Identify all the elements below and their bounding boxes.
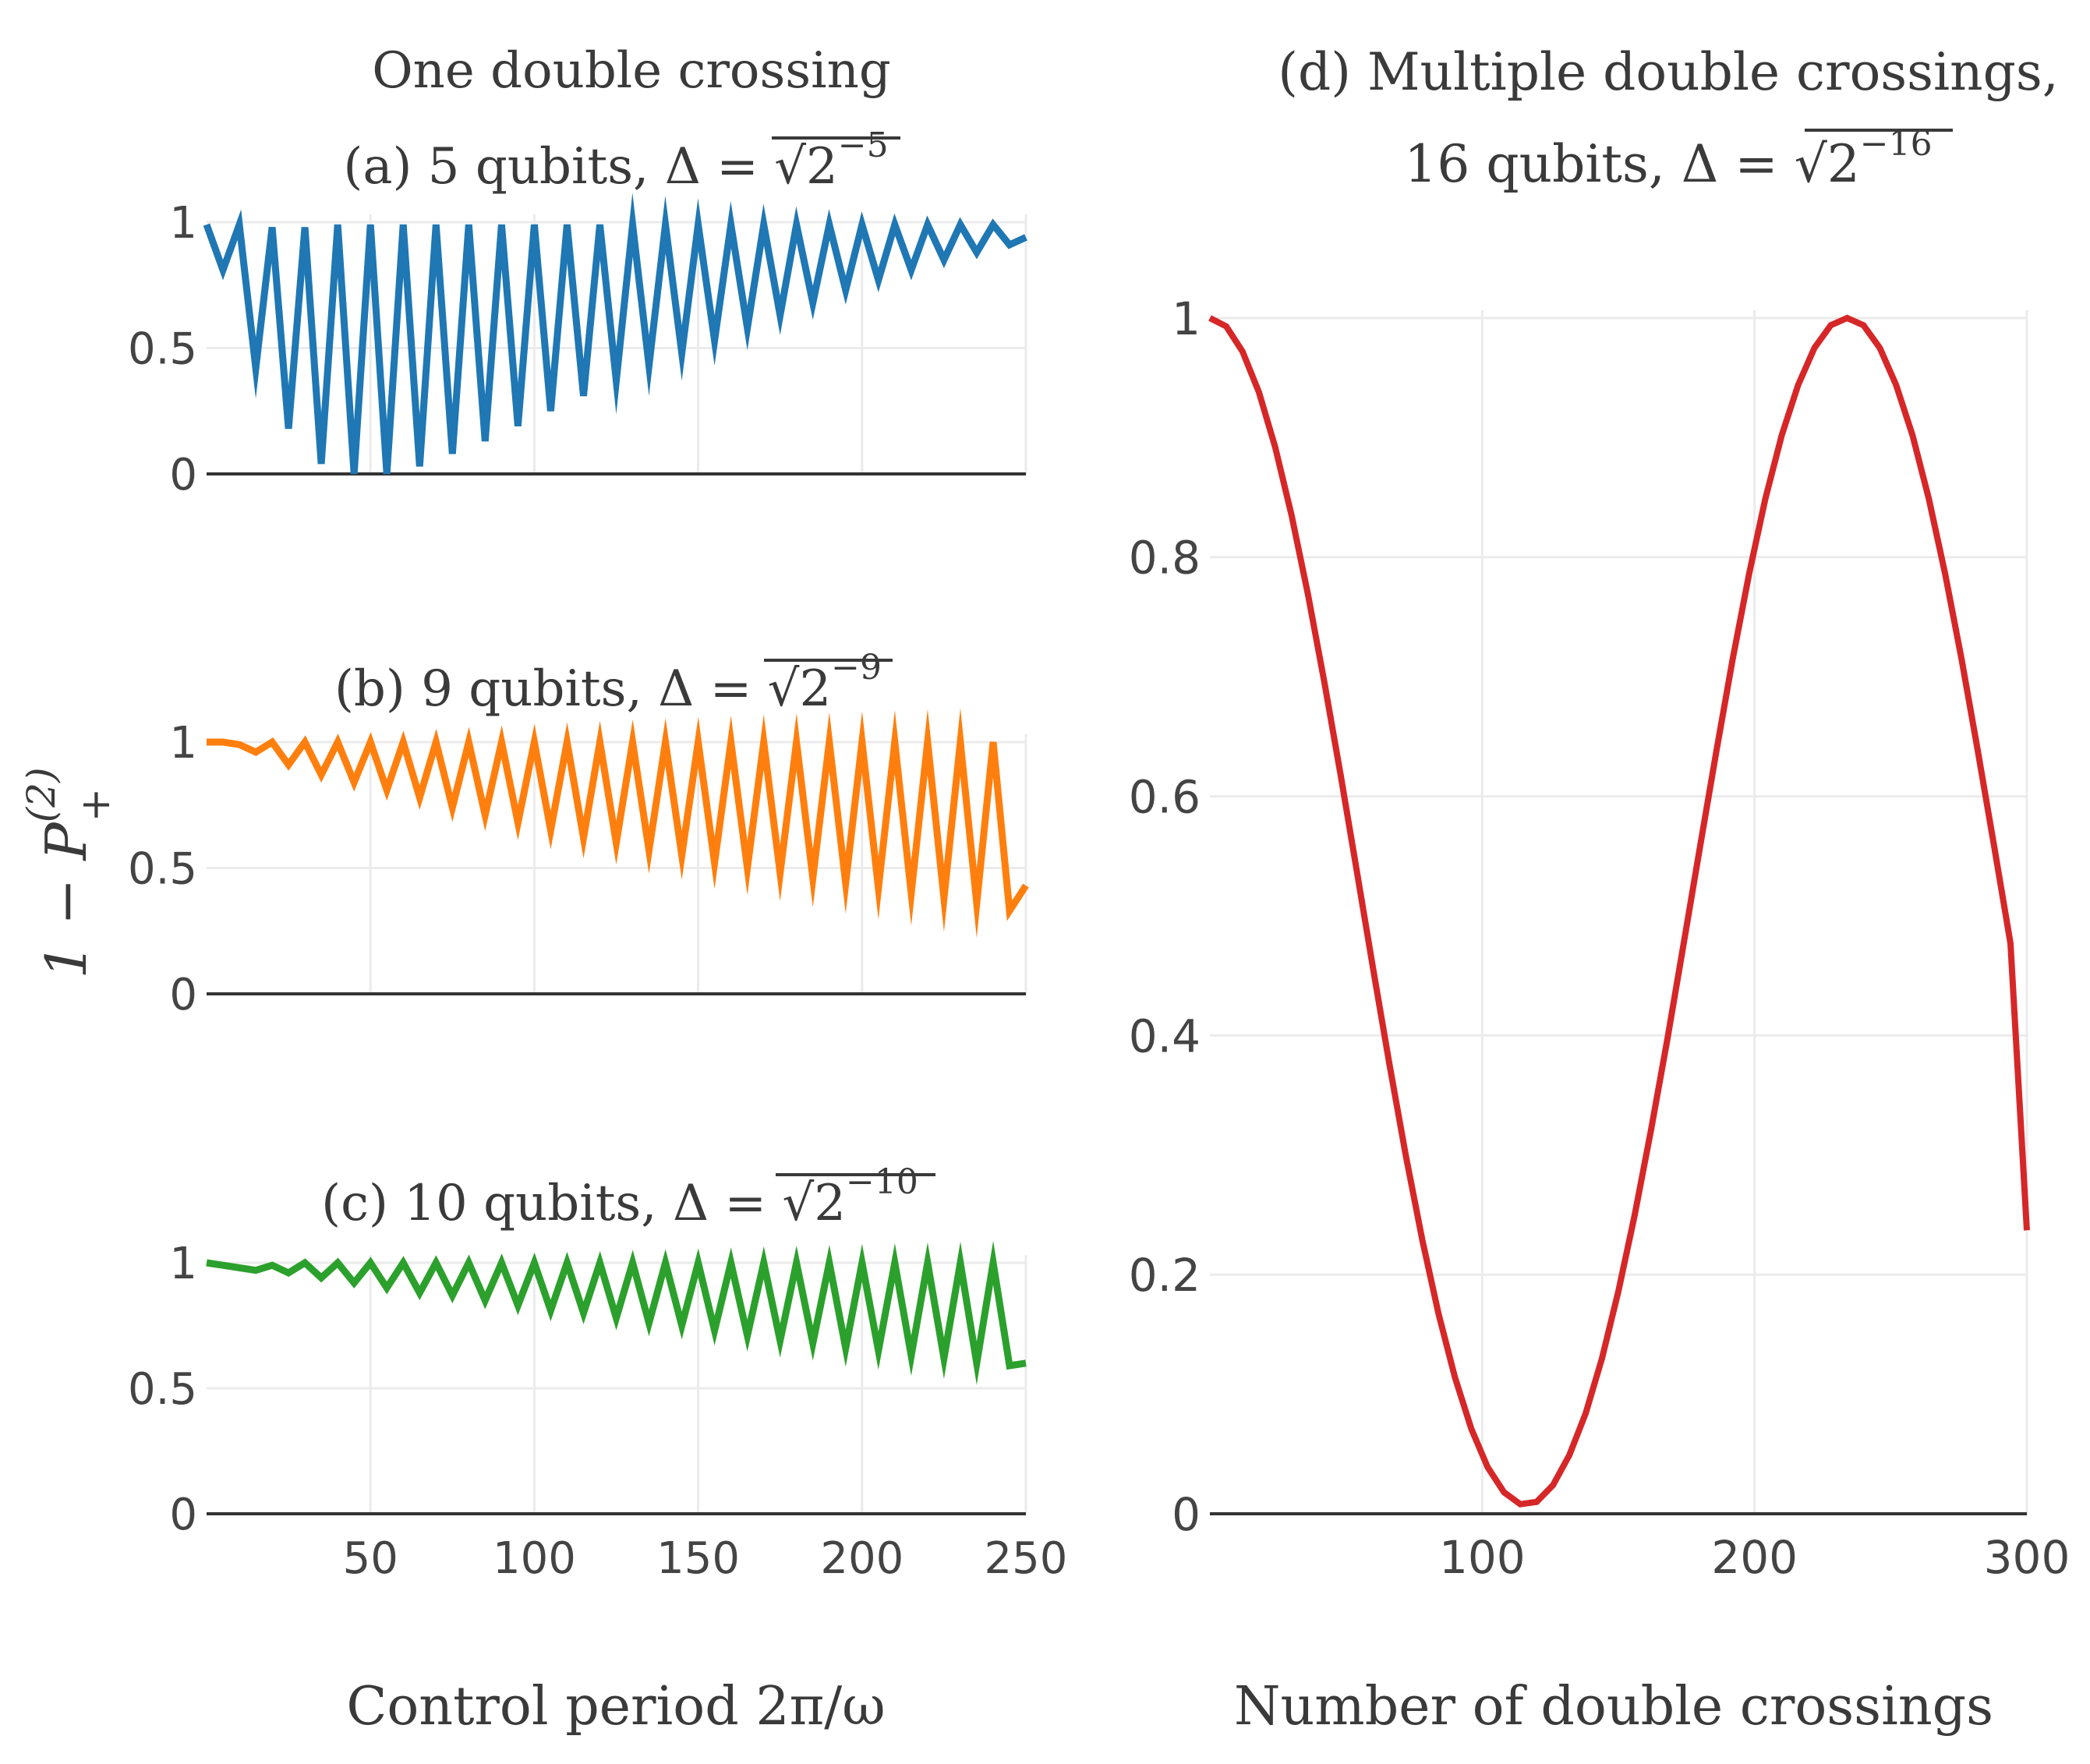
group-title: One double crossing <box>372 42 891 100</box>
panel-b-series-line-0 <box>207 708 1029 939</box>
panel-b: (b) 9 qubits, Δ = √2−9 0 0.5 1 <box>128 648 1029 1020</box>
left-ylabel-sup: (2) <box>19 767 64 822</box>
left-ylabel-sub: + <box>72 788 119 822</box>
panel-c-ytick-1: 0.5 <box>128 1364 197 1415</box>
svg-text:1 − P(2)+: 1 − P(2) + <box>19 767 119 978</box>
panel-d-ytick-2: 0.4 <box>1129 1009 1201 1062</box>
panel-d-ytick-0: 0 <box>1172 1488 1201 1541</box>
panel-a-ytick-1: 0.5 <box>128 324 197 375</box>
panel-c-xtick-4: 250 <box>985 1533 1068 1584</box>
panel-d-ytick-5: 1 <box>1172 292 1201 345</box>
panel-b-title: (b) 9 qubits, Δ = √2−9 <box>334 648 882 718</box>
panel-d-xtick-1: 200 <box>1711 1531 1798 1584</box>
panel-d-title-line2: 16 qubits, Δ = √2−16 <box>1404 124 1932 194</box>
panel-d-ytick-4: 0.8 <box>1129 532 1201 585</box>
panel-a-ytick-2: 1 <box>169 198 197 249</box>
xlabel-right: Number of double crossings <box>1234 1676 1993 1737</box>
panel-d: (d) Multiple double crossings, 16 qubits,… <box>1129 42 2071 1584</box>
panel-b-ytick-1: 0.5 <box>128 844 197 895</box>
panel-b-ytick-0: 0 <box>169 970 197 1020</box>
panel-a-title: (a) 5 qubits, Δ = √2−5 <box>343 125 888 196</box>
panel-d-ytick-3: 0.6 <box>1129 770 1201 823</box>
panel-c-ytick-2: 1 <box>169 1239 197 1289</box>
left-ylabel-main: 1 − P <box>34 822 99 979</box>
panel-c-xtick-0: 50 <box>343 1533 398 1584</box>
panel-a: (a) 5 qubits, Δ = √2−5 0 0.5 1 <box>128 125 1027 500</box>
panel-d-ytick-1: 0.2 <box>1129 1249 1201 1302</box>
panel-d-title-line1: (d) Multiple double crossings, <box>1278 42 2059 102</box>
panel-c-series-line-0 <box>206 1240 1027 1385</box>
panel-d-series-line-0 <box>1208 314 2030 1508</box>
panel-a-series-line-0 <box>203 193 1027 475</box>
panel-d-xtick-2: 300 <box>1984 1531 2071 1584</box>
panel-c-xtick-1: 100 <box>493 1533 576 1584</box>
xlabel-left: Control period 2π/ω <box>346 1676 885 1737</box>
panel-a-ytick-0: 0 <box>169 450 197 500</box>
panel-b-ytick-2: 1 <box>169 718 197 769</box>
left-ylabel: 1 − P(2) + <box>19 767 119 978</box>
panel-c-xtick-3: 200 <box>820 1533 904 1584</box>
panel-d-xtick-0: 100 <box>1439 1531 1526 1584</box>
panel-c-ytick-0: 0 <box>169 1490 197 1540</box>
panel-c-xtick-2: 150 <box>656 1533 740 1584</box>
panel-c-title: (c) 10 qubits, Δ = √2−10 <box>321 1162 918 1232</box>
